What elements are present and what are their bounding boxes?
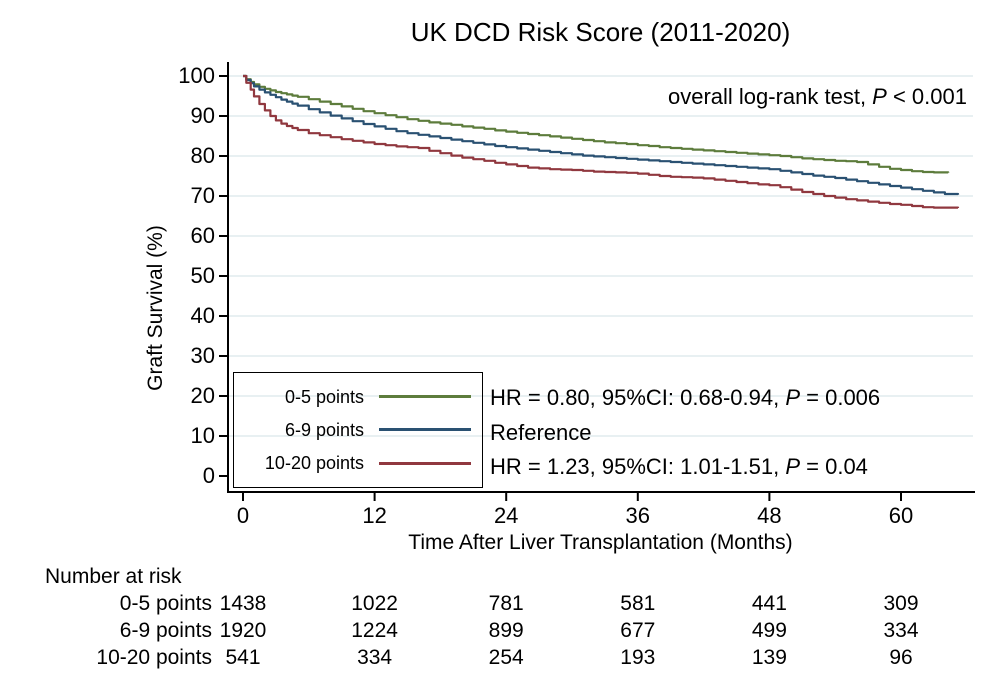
y-tick-label: 0 xyxy=(202,463,215,488)
y-tick-label: 90 xyxy=(190,103,215,128)
risk-count: 781 xyxy=(488,592,524,615)
legend-line-swatch xyxy=(379,395,471,399)
survival-curve-6-9-points xyxy=(243,74,960,196)
legend-line-swatch xyxy=(379,428,471,432)
risk-row-label: 10-20 points xyxy=(96,646,212,669)
x-tick-label: 60 xyxy=(888,503,914,528)
risk-count: 899 xyxy=(488,619,524,642)
hr-annotation: HR = 1.23, 95%CI: 1.01-1.51, P = 0.04 xyxy=(490,453,868,481)
p-symbol: P xyxy=(785,385,801,410)
risk-row-label: 0-5 points xyxy=(119,592,212,615)
risk-count: 1224 xyxy=(351,619,398,642)
risk-count: 96 xyxy=(889,646,913,669)
risk-count: 254 xyxy=(488,646,524,669)
x-tick-label: 36 xyxy=(625,503,651,528)
risk-table-header: Number at risk xyxy=(45,565,182,588)
risk-count: 677 xyxy=(620,619,656,642)
x-tick-label: 24 xyxy=(493,503,519,528)
logrank-value: < 0.001 xyxy=(886,84,967,109)
survival-curve-0-5-points xyxy=(243,74,950,174)
x-tick-label: 0 xyxy=(236,503,250,528)
risk-count: 581 xyxy=(620,592,656,615)
y-tick-label: 50 xyxy=(190,263,215,288)
y-tick-label: 70 xyxy=(190,183,215,208)
p-symbol: P xyxy=(872,84,887,109)
risk-count: 334 xyxy=(883,619,919,642)
risk-count: 309 xyxy=(883,592,919,615)
x-tick-label: 48 xyxy=(757,503,782,528)
survival-curve-10-20-points xyxy=(243,74,960,209)
x-axis-label: Time After Liver Transplantation (Months… xyxy=(408,531,793,554)
y-tick-label: 10 xyxy=(190,423,215,448)
risk-count: 1438 xyxy=(219,592,267,615)
legend-item-label: 10-20 points xyxy=(264,453,364,474)
hr-text: HR = 1.23, 95%CI: 1.01-1.51, xyxy=(490,454,786,479)
legend-item: 10-20 points xyxy=(234,450,482,476)
hr-annotation: Reference xyxy=(490,419,592,447)
y-tick-label: 30 xyxy=(190,343,215,368)
y-tick-label: 100 xyxy=(178,63,215,88)
p-value: = 0.006 xyxy=(800,385,881,410)
risk-count: 441 xyxy=(751,592,787,615)
risk-count: 1022 xyxy=(351,592,398,615)
risk-count: 193 xyxy=(620,646,656,669)
p-value: = 0.04 xyxy=(800,454,868,479)
legend: 0-5 points 6-9 points 10-20 points xyxy=(233,372,483,488)
hr-annotation: HR = 0.80, 95%CI: 0.68-0.94, P = 0.006 xyxy=(490,384,880,412)
hr-text: Reference xyxy=(490,420,592,445)
x-tick-label: 12 xyxy=(362,503,387,528)
risk-row-label: 6-9 points xyxy=(119,619,212,642)
legend-item: 0-5 points xyxy=(234,384,482,410)
risk-count: 499 xyxy=(751,619,787,642)
legend-line-swatch xyxy=(379,461,471,465)
risk-count: 334 xyxy=(357,646,393,669)
y-tick-label: 40 xyxy=(190,303,215,328)
chart-title: UK DCD Risk Score (2011-2020) xyxy=(410,17,791,47)
logrank-annotation: overall log-rank test, P < 0.001 xyxy=(668,84,967,110)
y-tick-label: 20 xyxy=(190,383,215,408)
legend-item-label: 0-5 points xyxy=(284,386,364,407)
y-tick-label: 80 xyxy=(190,143,215,168)
legend-item: 6-9 points xyxy=(234,417,482,443)
risk-count: 1920 xyxy=(219,619,267,642)
risk-count: 139 xyxy=(751,646,787,669)
legend-item-label: 6-9 points xyxy=(284,419,364,440)
logrank-text: overall log-rank test, xyxy=(667,84,873,109)
hr-text: HR = 0.80, 95%CI: 0.68-0.94, xyxy=(490,385,786,410)
y-tick-label: 60 xyxy=(190,223,215,248)
risk-count: 541 xyxy=(225,646,261,669)
p-symbol: P xyxy=(785,454,801,479)
